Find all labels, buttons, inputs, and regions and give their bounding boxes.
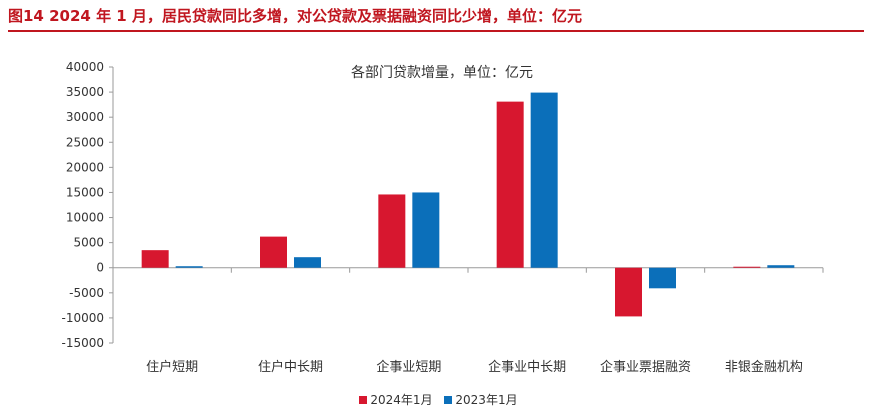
- bar: [260, 236, 287, 268]
- y-tick-label: 15000: [66, 185, 104, 199]
- title-rule: [8, 30, 864, 32]
- category-label: 企事业票据融资: [600, 359, 691, 375]
- chart-labels: 40000 35000 30000 25000 20000 15000 10000 5000 0…: [61, 60, 802, 375]
- bar: [615, 267, 642, 317]
- legend-swatch-2024: [359, 396, 368, 404]
- chart-axes: [109, 66, 824, 344]
- legend-label-2023: 2023年1月: [455, 393, 518, 407]
- y-tick-label: 25000: [66, 135, 104, 149]
- y-tick-label: 20000: [66, 160, 104, 174]
- category-label: 住户短期: [146, 359, 198, 375]
- bar: [412, 192, 440, 268]
- bar: [141, 250, 169, 268]
- chart-title: 各部门贷款增量，单位：亿元: [351, 65, 533, 81]
- figure-title: 图14 2024 年 1 月，居民贷款同比多增，对公贷款及票据融资同比少增，单位…: [8, 7, 582, 25]
- category-label: 企事业中长期: [488, 359, 566, 375]
- y-tick-label: 30000: [66, 110, 104, 124]
- y-tick-label: 35000: [66, 85, 104, 99]
- y-tick-label: 40000: [66, 60, 104, 74]
- bar: [175, 266, 203, 268]
- bar: [378, 194, 406, 268]
- category-label: 非银金融机构: [725, 359, 803, 375]
- chart-legend: 2024年1月 2023年1月: [0, 391, 877, 408]
- bar: [496, 101, 524, 268]
- category-label: 企事业短期: [376, 359, 441, 375]
- legend-item-2024: 2024年1月: [359, 391, 433, 408]
- bar: [649, 267, 676, 289]
- bar: [767, 265, 795, 268]
- chart-bars: [141, 92, 795, 317]
- y-tick-label: 10000: [66, 211, 104, 225]
- legend-swatch-2023: [444, 396, 453, 404]
- bar-chart: 各部门贷款增量，单位：亿元 40000 35000 30000 25000 20000 1…: [61, 60, 824, 375]
- y-tick-label: -15000: [61, 336, 104, 350]
- y-tick-label: -5000: [69, 286, 104, 300]
- bar: [733, 266, 761, 268]
- y-tick-label: 0: [96, 261, 104, 275]
- bar: [294, 257, 321, 268]
- y-tick-label: 5000: [73, 236, 104, 250]
- bar: [530, 92, 558, 268]
- legend-item-2023: 2023年1月: [444, 391, 518, 408]
- category-label: 住户中长期: [258, 359, 323, 375]
- y-tick-label: -10000: [61, 311, 104, 325]
- legend-label-2024: 2024年1月: [370, 393, 433, 407]
